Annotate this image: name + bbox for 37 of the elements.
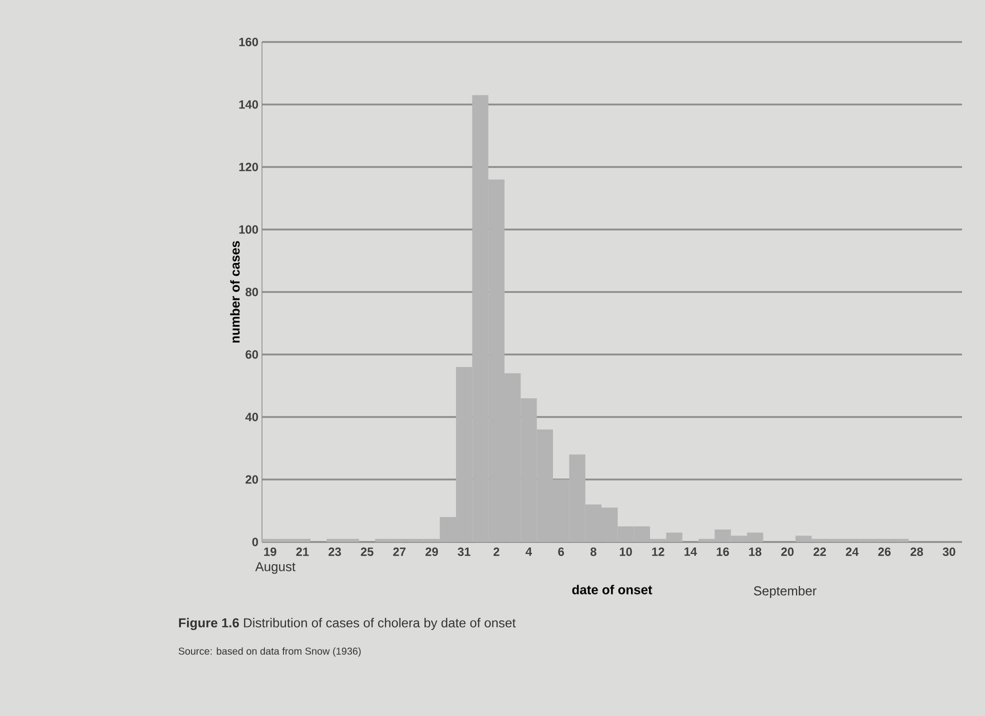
y-tick-label: 20 <box>246 475 258 484</box>
y-tick-label: 80 <box>246 288 258 296</box>
y-tick-label: 60 <box>246 350 258 359</box>
y-tick-label: 40 <box>245 412 258 422</box>
x-tick-label: 31 <box>458 548 470 556</box>
x-tick-label: 2 <box>494 548 500 556</box>
x-tick-label: 10 <box>620 548 632 556</box>
x-tick-label: 24 <box>846 548 859 556</box>
x-tick-label: 26 <box>878 548 891 556</box>
text: September <box>754 586 816 598</box>
x-tick-label: 30 <box>942 548 956 556</box>
x-tick-label: 28 <box>910 548 924 556</box>
x-tick-label: 12 <box>652 548 664 556</box>
x-tick-label: 19 <box>264 548 276 556</box>
x-tick-label: 25 <box>360 548 374 556</box>
x-tick-label: 14 <box>684 548 697 556</box>
x-tick-label: 16 <box>716 548 729 556</box>
y-tick-label: 160 <box>239 38 258 46</box>
y-tick-label: 100 <box>239 225 258 234</box>
x-tick-label: 23 <box>328 548 341 556</box>
x-axis-title: date of onset <box>572 584 652 594</box>
x-tick-label: 21 <box>296 548 309 556</box>
y-tick-label: 0 <box>252 538 258 546</box>
source-note: Source: based on data from Snow (1936) <box>178 647 361 657</box>
y-axis-title: number of cases <box>230 241 240 343</box>
text: August <box>255 562 296 574</box>
x-tick-label: 22 <box>814 548 826 556</box>
x-tick-label: 18 <box>749 548 762 556</box>
text: Figure 1.6 Distribution of cases of cholera by date of onset <box>179 618 516 630</box>
x-tick-label: 20 <box>781 548 794 556</box>
x-tick-label: 27 <box>393 548 406 556</box>
x-tick-label: 6 <box>558 548 564 556</box>
x-tick-label: 4 <box>526 548 532 556</box>
y-tick-label: 120 <box>239 162 258 172</box>
x-tick-label: 8 <box>590 548 596 556</box>
y-tick-label: 140 <box>239 100 258 109</box>
x-tick-label: 29 <box>426 548 438 556</box>
